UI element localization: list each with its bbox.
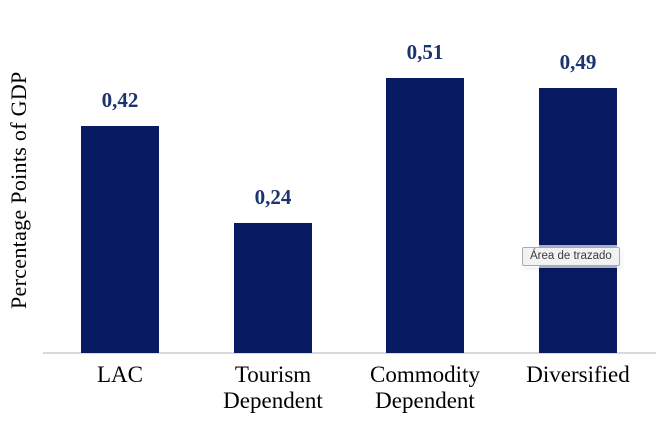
- x-axis-category-lac: LAC: [97, 362, 143, 387]
- bar-value-label-diversified: 0,49: [559, 50, 597, 74]
- bar-diversified[interactable]: [539, 88, 617, 353]
- bar-lac[interactable]: [81, 126, 159, 353]
- plot-area-tooltip: Área de trazado: [522, 247, 620, 266]
- x-axis-category-tourism-dependent: Tourism Dependent: [223, 362, 323, 413]
- bar-tourism-dependent[interactable]: [234, 223, 312, 353]
- x-axis-category-commodity-dependent: Commodity Dependent: [370, 362, 480, 413]
- x-axis-line: [43, 352, 656, 354]
- bar-value-label-tourism-dependent: 0,24: [254, 185, 292, 209]
- bar-commodity-dependent[interactable]: [386, 78, 464, 353]
- x-axis-category-diversified: Diversified: [526, 362, 630, 387]
- bar-value-label-commodity-dependent: 0,51: [406, 40, 444, 64]
- bar-value-label-lac: 0,42: [101, 88, 139, 112]
